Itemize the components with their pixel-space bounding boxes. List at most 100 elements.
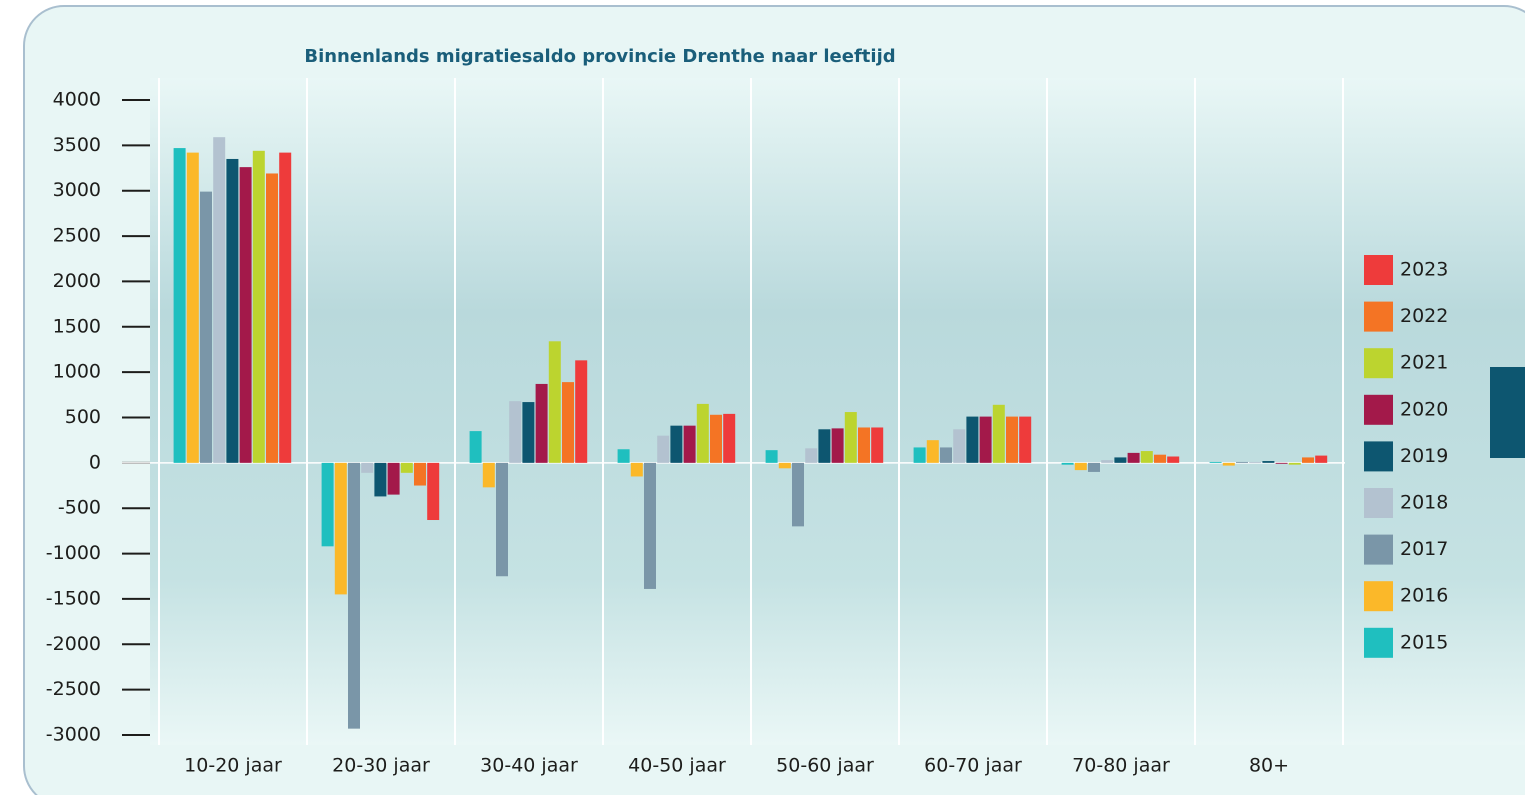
legend-label: 2017	[1400, 538, 1448, 560]
bar	[1114, 457, 1127, 463]
y-tick-label: -3000	[46, 724, 101, 746]
bar	[186, 152, 199, 463]
bar	[200, 191, 212, 463]
bar	[1061, 462, 1074, 465]
y-tick-label: 3500	[53, 134, 101, 156]
bar	[670, 425, 683, 463]
legend-swatch	[1364, 534, 1393, 565]
y-tick-label: -2000	[46, 633, 101, 655]
bar	[1074, 462, 1087, 471]
legend-swatch	[1364, 348, 1393, 379]
bar	[279, 152, 292, 463]
legend-label: 2015	[1400, 631, 1448, 653]
x-tick-label: 20-30 jaar	[332, 755, 430, 777]
bar	[522, 402, 535, 463]
bar	[482, 462, 495, 488]
bar	[630, 462, 643, 477]
y-tick-label: 3000	[53, 179, 101, 201]
bar	[239, 167, 252, 463]
legend-swatch	[1364, 301, 1393, 332]
y-tick-label: -2500	[46, 678, 101, 700]
bar	[1167, 456, 1180, 463]
legend-label: 2023	[1400, 259, 1448, 281]
bar	[509, 401, 522, 463]
bar	[374, 462, 387, 497]
y-tick-label: 1000	[53, 361, 101, 383]
bar	[858, 427, 870, 463]
legend-swatch	[1364, 581, 1393, 612]
bar	[1288, 462, 1301, 465]
bar	[1006, 416, 1018, 463]
legend-label: 2019	[1400, 445, 1448, 467]
bar	[818, 429, 831, 463]
bar	[657, 435, 670, 463]
bar	[469, 431, 482, 463]
bar	[683, 425, 696, 463]
x-tick-label: 10-20 jaar	[184, 755, 282, 777]
bar	[831, 428, 844, 463]
bar	[1275, 462, 1288, 464]
y-tick-label: 2000	[53, 270, 101, 292]
bar	[1140, 451, 1153, 463]
legend-swatch	[1364, 627, 1393, 658]
y-tick-label: 500	[65, 406, 101, 428]
bar	[1209, 461, 1222, 463]
x-tick-label: 30-40 jaar	[480, 755, 578, 777]
bar	[953, 429, 966, 463]
bar	[710, 414, 722, 463]
bar	[427, 462, 440, 521]
bar	[348, 462, 360, 729]
legend-swatch	[1364, 255, 1393, 285]
x-tick-label: 80+	[1249, 755, 1289, 777]
y-tick-label: 0	[89, 451, 101, 473]
bar	[723, 413, 736, 463]
bar	[765, 450, 778, 463]
bar	[1127, 452, 1140, 463]
bar	[387, 462, 400, 495]
legend-swatch	[1364, 394, 1393, 425]
bar	[979, 416, 992, 463]
bar	[575, 360, 588, 463]
bar	[696, 403, 709, 463]
bar	[252, 150, 265, 463]
bar	[400, 462, 413, 473]
bar	[1088, 462, 1100, 472]
bar	[871, 427, 884, 463]
decoration	[1490, 367, 1525, 458]
bar	[992, 404, 1005, 463]
chart-title: Binnenlands migratiesaldo provincie Dren…	[304, 46, 895, 67]
y-tick-label: -500	[58, 497, 101, 519]
bar	[226, 158, 239, 463]
bar	[213, 137, 226, 463]
bar	[1315, 455, 1328, 463]
bar	[562, 382, 574, 463]
bar	[940, 447, 952, 463]
bar	[805, 448, 818, 463]
legend-label: 2021	[1400, 352, 1448, 374]
bar	[966, 416, 979, 463]
bar	[1302, 457, 1314, 463]
legend-label: 2016	[1400, 585, 1448, 607]
bar	[173, 148, 186, 463]
bar	[1019, 416, 1032, 463]
bar	[1249, 461, 1262, 463]
bar	[913, 447, 926, 463]
y-tick-label: -1500	[46, 587, 101, 609]
bar	[496, 462, 508, 577]
bar	[266, 173, 278, 463]
y-tick-label: -1000	[46, 542, 101, 564]
bar	[844, 412, 857, 463]
x-tick-label: 40-50 jaar	[628, 755, 726, 777]
bar	[548, 341, 561, 463]
bar	[926, 440, 939, 463]
bar	[1101, 460, 1114, 463]
bar	[1222, 462, 1235, 466]
bar	[414, 462, 426, 486]
bar	[1262, 461, 1275, 463]
x-tick-label: 70-80 jaar	[1072, 755, 1170, 777]
bar	[535, 383, 548, 463]
bar	[792, 462, 804, 527]
x-tick-label: 50-60 jaar	[776, 755, 874, 777]
legend-swatch	[1364, 441, 1393, 472]
